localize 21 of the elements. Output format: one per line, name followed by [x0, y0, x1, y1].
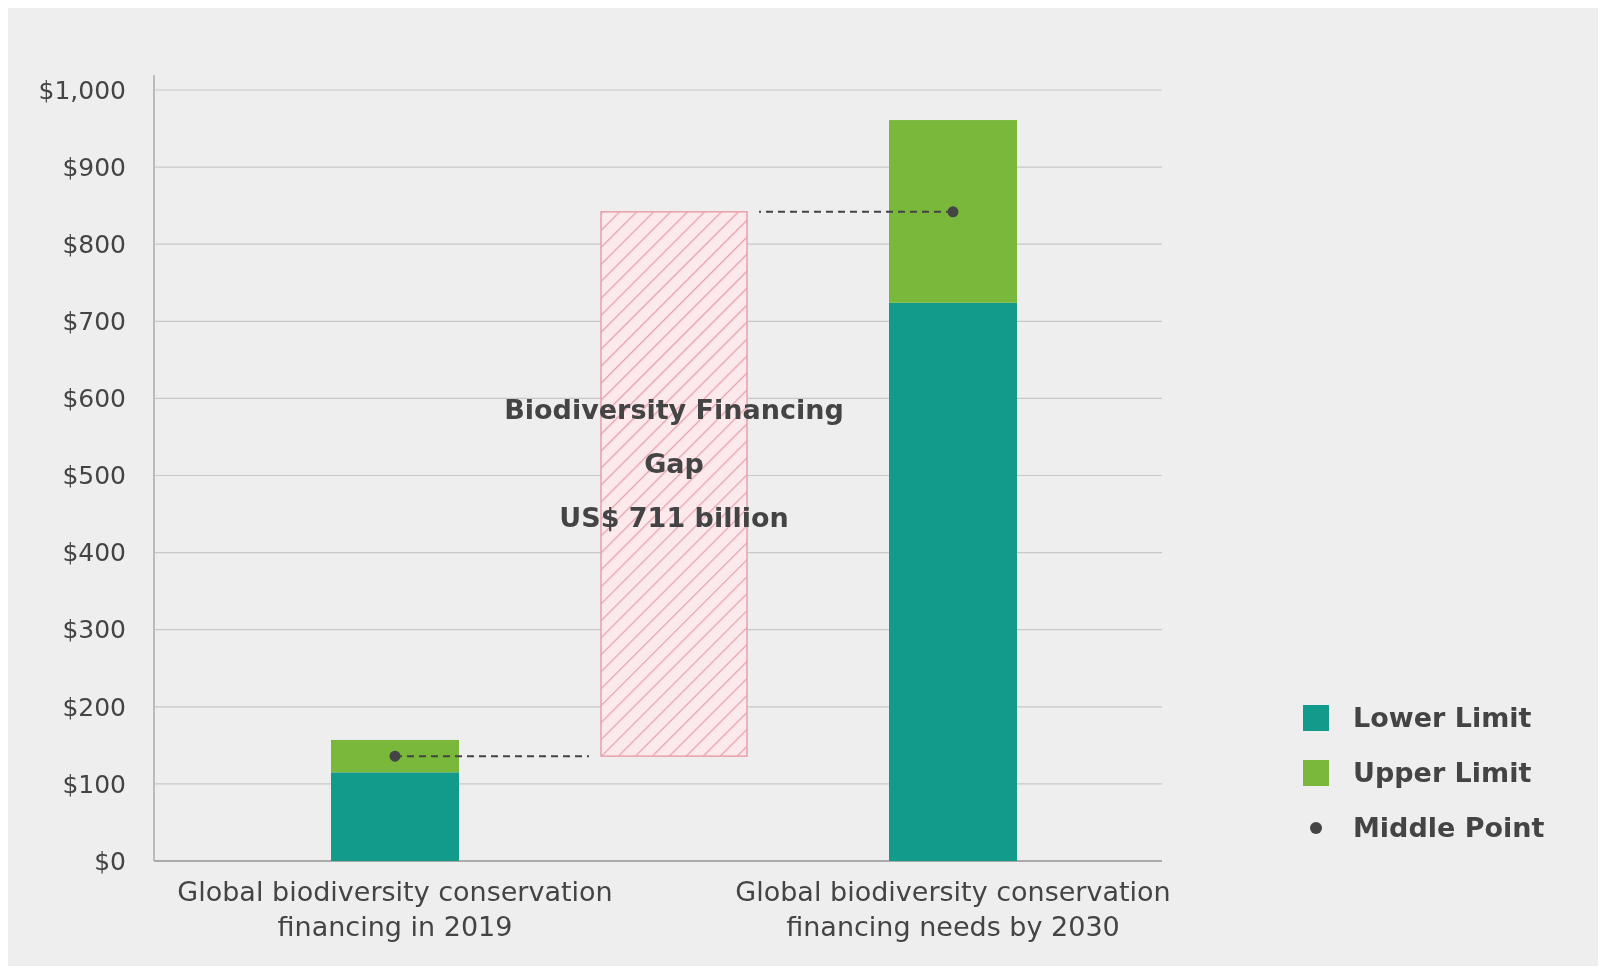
bar [889, 302, 1017, 861]
y-tick-label: $600 [62, 384, 126, 414]
y-tick-label: $400 [62, 538, 126, 568]
y-tick-label: $100 [62, 769, 126, 799]
y-tick-label: $500 [62, 461, 126, 491]
y-tick-label: $1,000 [38, 75, 126, 105]
y-tick-label: $200 [62, 692, 126, 722]
y-tick-label: $900 [62, 152, 126, 182]
x-tick-label: Global biodiversity conservation financing in 2019 [177, 876, 613, 942]
bar [331, 772, 459, 861]
bar [889, 120, 1017, 303]
x-tick-label: Global biodiversity conservation financing needs by 2030 [735, 876, 1171, 942]
y-tick-label: $0 [94, 846, 126, 876]
y-tick-label: $800 [62, 229, 126, 259]
legend-label: Lower Limit [1353, 702, 1532, 734]
y-tick-label: $300 [62, 615, 126, 645]
legend-label: Upper Limit [1353, 757, 1532, 789]
y-tick-label: $700 [62, 307, 126, 337]
bar [331, 739, 459, 773]
legend-label: Middle Point [1353, 812, 1545, 844]
annotation: Biodiversity Financing Gap US$ 711 billion [504, 393, 844, 533]
